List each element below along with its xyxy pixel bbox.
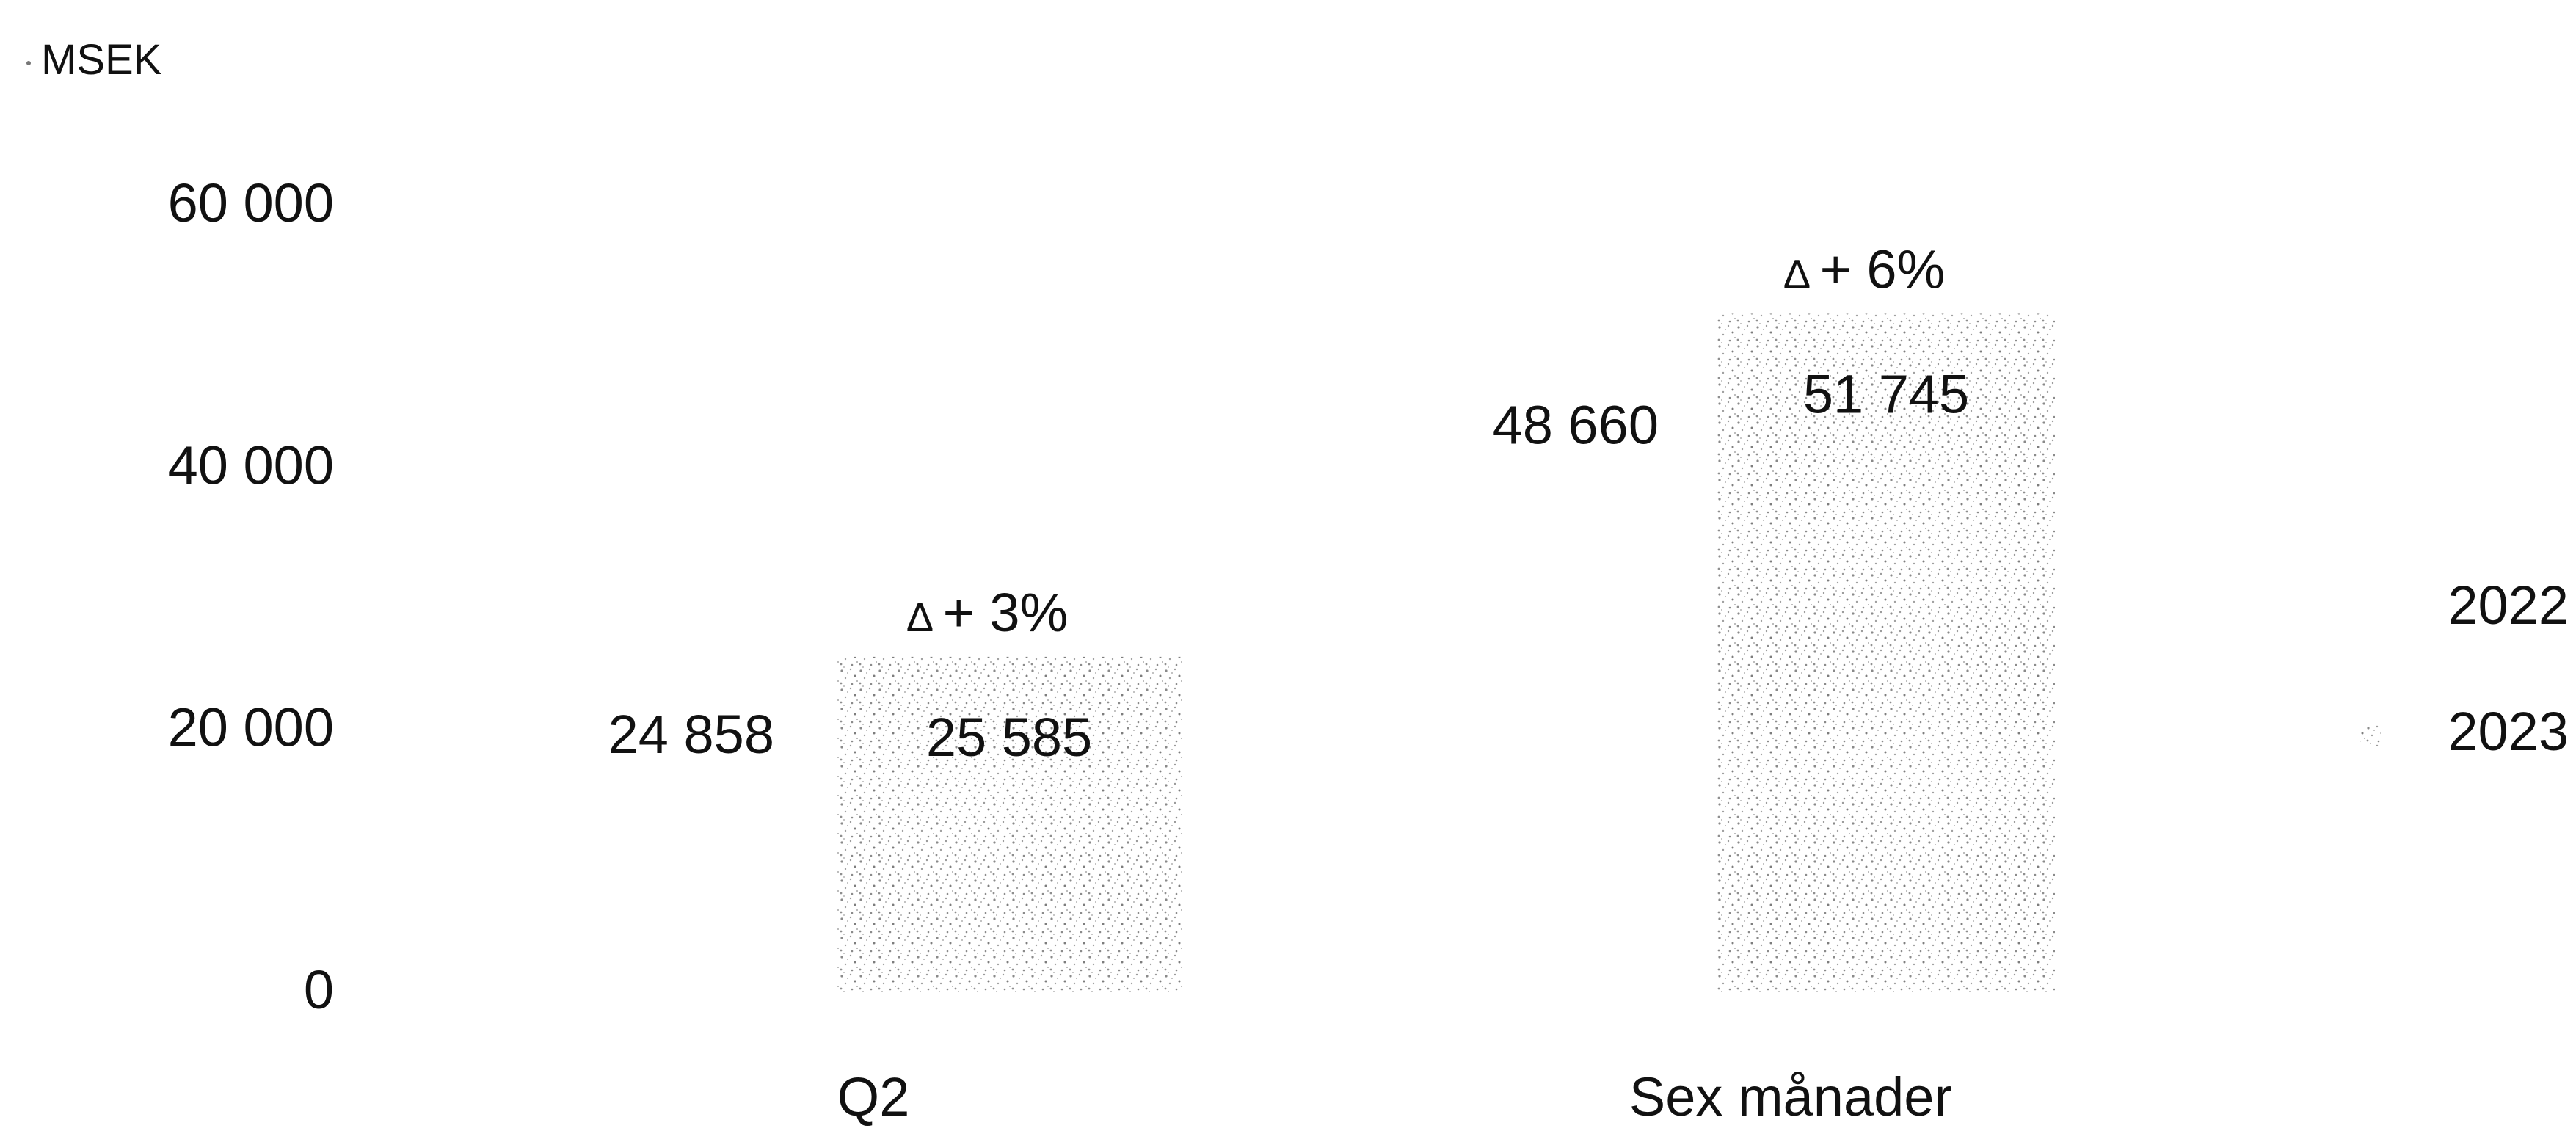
delta-icon: Δ <box>1783 250 1820 297</box>
unit-dot-icon <box>26 60 31 65</box>
data-label-2023: 25 585 <box>926 707 1092 768</box>
bars <box>837 313 2055 992</box>
data-labels: 25 585 Δ + 3% 51 745 Δ + 6% 24 858 48 660 <box>608 239 1970 767</box>
legend-item-2022: 2022 <box>2448 575 2569 636</box>
legend-swatch-2023 <box>2360 725 2381 746</box>
unit-label: MSEK <box>26 35 161 84</box>
unit-label-text: MSEK <box>41 36 162 84</box>
x-tick-label: Sex månader <box>1629 1066 1952 1127</box>
delta-icon: Δ <box>906 594 943 640</box>
bar-2023-1 <box>1717 313 2055 992</box>
y-axis: 60 000 40 000 20 000 0 <box>168 172 334 1020</box>
data-label-2022: 24 858 <box>608 704 774 765</box>
change-text: + 3% <box>943 582 1069 643</box>
change-label: Δ + 6% <box>1783 239 1946 299</box>
change-text: + 6% <box>1820 239 1946 299</box>
y-tick-label: 60 000 <box>168 172 334 233</box>
data-label-2023: 51 745 <box>1803 363 1969 424</box>
y-tick-label: 40 000 <box>168 434 334 495</box>
data-label-2022: 48 660 <box>1493 395 1659 456</box>
change-label: Δ + 3% <box>906 582 1069 643</box>
y-tick-label: 20 000 <box>168 697 334 758</box>
legend: 2022 2023 <box>2360 575 2569 762</box>
legend-item-2023: 2023 <box>2448 701 2569 762</box>
y-tick-label: 0 <box>304 959 334 1020</box>
x-axis: Q2 Sex månader <box>837 1066 1952 1127</box>
x-tick-label: Q2 <box>837 1066 910 1127</box>
bar-2023-0 <box>837 656 1182 992</box>
